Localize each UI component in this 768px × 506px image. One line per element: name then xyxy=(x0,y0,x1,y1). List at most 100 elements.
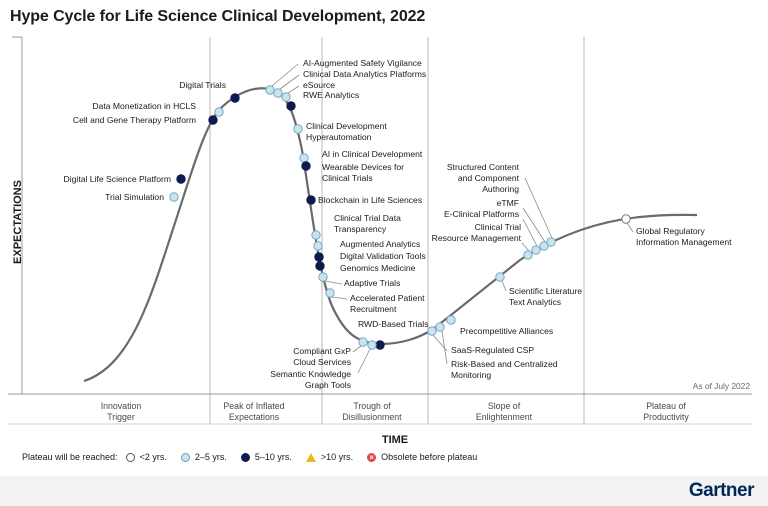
marker-compliant-gxp-cloud-services[interactable] xyxy=(358,337,368,347)
light-blue-circle-icon xyxy=(180,452,190,462)
marker-rwe-analytics[interactable] xyxy=(286,101,296,111)
white-circle-icon xyxy=(125,452,135,462)
leader-lines xyxy=(271,63,634,374)
marker-clinical-development-hyperautomation[interactable] xyxy=(293,124,303,134)
technology-labels: Trial Simulation Digital Life Science Pla… xyxy=(64,58,733,390)
marker-wearable-devices-for-clinical-trials[interactable] xyxy=(301,161,311,171)
label-clinical-trial-data-transparency: Clinical Trial Data Transparency xyxy=(334,213,401,234)
technology-markers xyxy=(169,85,631,350)
marker-e-clinical-platforms[interactable] xyxy=(531,245,541,255)
marker-global-regulatory-information-management[interactable] xyxy=(621,214,631,224)
legend-item-lt2: <2 yrs. xyxy=(125,452,167,462)
legend-item-2-5: 2–5 yrs. xyxy=(180,452,227,462)
label-precompetitive-alliances: Precompetitive Alliances xyxy=(460,326,553,336)
marker-accelerated-patient-recruitment[interactable] xyxy=(325,288,335,298)
marker-data-monetization-in-hcls[interactable] xyxy=(214,107,224,117)
label-digital-life-science-platform: Digital Life Science Platform xyxy=(64,174,171,184)
label-compliant-gxp-cloud-services: Compliant GxP Cloud Services xyxy=(293,346,351,367)
leader-risk-based-and-centralized-monitoring xyxy=(441,330,448,365)
triangle-icon xyxy=(305,452,316,462)
leader-clinical-trial-resource-management xyxy=(521,242,530,252)
label-wearable-devices-for-clinical-trials: Wearable Devices for Clinical Trials xyxy=(322,162,404,183)
label-digital-validation-tools: Digital Validation Tools xyxy=(340,251,426,261)
label-rwe-analytics: RWE Analytics xyxy=(303,90,359,100)
marker-esource[interactable] xyxy=(281,92,291,102)
legend-item-5-10: 5–10 yrs. xyxy=(240,452,292,462)
leader-global-regulatory-information-management xyxy=(626,222,634,233)
marker-etmf[interactable] xyxy=(539,241,549,251)
leader-clinical-data-analytics-platforms xyxy=(279,74,300,90)
marker-genomics-medicine[interactable] xyxy=(315,261,325,271)
label-clinical-trial-resource-management: Clinical Trial Resource Management xyxy=(432,222,522,243)
legend-item-obsolete: × Obsolete before plateau xyxy=(367,452,477,462)
phase-label-1: Innovation Trigger xyxy=(101,401,142,422)
label-ai-in-clinical-development: AI in Clinical Development xyxy=(322,149,423,159)
label-etmf: eTMF xyxy=(497,198,519,208)
hype-cycle-curve xyxy=(83,87,698,383)
marker-ai-augmented-safety-vigilance[interactable] xyxy=(265,85,275,95)
label-global-regulatory-information-management: Global Regulatory Information Management xyxy=(636,226,732,247)
label-blockchain-in-life-sciences: Blockchain in Life Sciences xyxy=(318,195,422,205)
marker-structured-content-and-component-authoring[interactable] xyxy=(546,237,556,247)
leader-adaptive-trials xyxy=(324,280,343,285)
phase-label-3: Trough of Disillusionment xyxy=(342,401,402,422)
marker-saas-regulated-csp[interactable] xyxy=(427,326,437,336)
marker-ai-in-clinical-development[interactable] xyxy=(299,153,309,163)
x-axis-title: TIME xyxy=(382,434,408,446)
label-saas-regulated-csp: SaaS-Regulated CSP xyxy=(451,345,534,355)
marker-blockchain-in-life-sciences[interactable] xyxy=(306,195,316,205)
label-scientific-literature-text-analytics: Scientific Literature Text Analytics xyxy=(509,286,582,307)
marker-clinical-data-analytics-platforms[interactable] xyxy=(273,88,283,98)
label-clinical-data-analytics-platforms: Clinical Data Analytics Platforms xyxy=(303,69,426,79)
marker-clinical-trial-resource-management[interactable] xyxy=(523,250,533,260)
label-esource: eSource xyxy=(303,80,335,90)
marker-digital-life-science-platform[interactable] xyxy=(176,174,186,184)
label-e-clinical-platforms: E-Clinical Platforms xyxy=(444,209,519,219)
label-structured-content-and-component-authoring: Structured Content and Component Authoring xyxy=(447,162,520,194)
phase-label-4: Slope of Enlightenment xyxy=(476,401,533,422)
footer-band xyxy=(0,476,768,506)
hype-cycle-chart: Trial Simulation Digital Life Science Pla… xyxy=(8,36,752,446)
phase-labels: Innovation Trigger Peak of Inflated Expecta… xyxy=(101,401,690,422)
label-digital-trials: Digital Trials xyxy=(179,80,226,90)
marker-risk-based-and-centralized-monitoring[interactable] xyxy=(435,322,445,332)
marker-semantic-knowledge-graph-tools[interactable] xyxy=(367,340,377,350)
phase-label-2: Peak of Inflated Expectations xyxy=(223,401,284,422)
marker-clinical-trial-data-transparency[interactable] xyxy=(311,230,321,240)
marker-trial-simulation[interactable] xyxy=(169,192,179,202)
marker-digital-validation-tools[interactable] xyxy=(314,252,324,262)
leader-semantic-knowledge-graph-tools xyxy=(357,348,371,374)
leader-scientific-literature-text-analytics xyxy=(501,280,507,292)
obsolete-x-icon: × xyxy=(367,452,377,462)
marker-scientific-literature-text-analytics[interactable] xyxy=(495,272,505,282)
marker-cell-and-gene-therapy-platform[interactable] xyxy=(208,115,218,125)
label-augmented-analytics: Augmented Analytics xyxy=(340,239,420,249)
marker-augmented-analytics[interactable] xyxy=(313,241,323,251)
label-genomics-medicine: Genomics Medicine xyxy=(340,263,416,273)
as-of-note: As of July 2022 xyxy=(693,381,751,391)
label-data-monetization-in-hcls: Data Monetization in HCLS xyxy=(92,101,196,111)
leader-accelerated-patient-recruitment xyxy=(331,296,348,300)
hype-curve-layer xyxy=(83,87,698,383)
marker-digital-trials[interactable] xyxy=(230,93,240,103)
label-rwd-based-trials: RWD-Based Trials xyxy=(358,319,429,329)
label-adaptive-trials: Adaptive Trials xyxy=(344,278,400,288)
leader-structured-content-and-component-authoring xyxy=(524,177,553,239)
label-clinical-development-hyperautomation: Clinical Development Hyperautomation xyxy=(306,121,387,142)
leader-esource xyxy=(287,85,300,94)
gartner-logo: Gartner xyxy=(688,480,755,501)
marker-rwd-based-trials[interactable] xyxy=(375,340,385,350)
legend: Plateau will be reached: <2 yrs. 2–5 yrs… xyxy=(22,452,491,462)
marker-adaptive-trials[interactable] xyxy=(318,272,328,282)
label-cell-and-gene-therapy-platform: Cell and Gene Therapy Platform xyxy=(73,115,196,125)
marker-precompetitive-alliances[interactable] xyxy=(446,315,456,325)
leader-e-clinical-platforms xyxy=(522,218,538,247)
label-trial-simulation: Trial Simulation xyxy=(105,192,164,202)
leader-etmf xyxy=(522,207,546,243)
navy-circle-icon xyxy=(240,452,250,462)
leader-compliant-gxp-cloud-services xyxy=(352,345,362,353)
chart-frame xyxy=(8,36,752,425)
chart-title: Hype Cycle for Life Science Clinical Dev… xyxy=(10,8,426,25)
legend-item-gt10: >10 yrs. xyxy=(305,452,353,462)
phase-label-5: Plateau of Productivity xyxy=(643,401,689,422)
